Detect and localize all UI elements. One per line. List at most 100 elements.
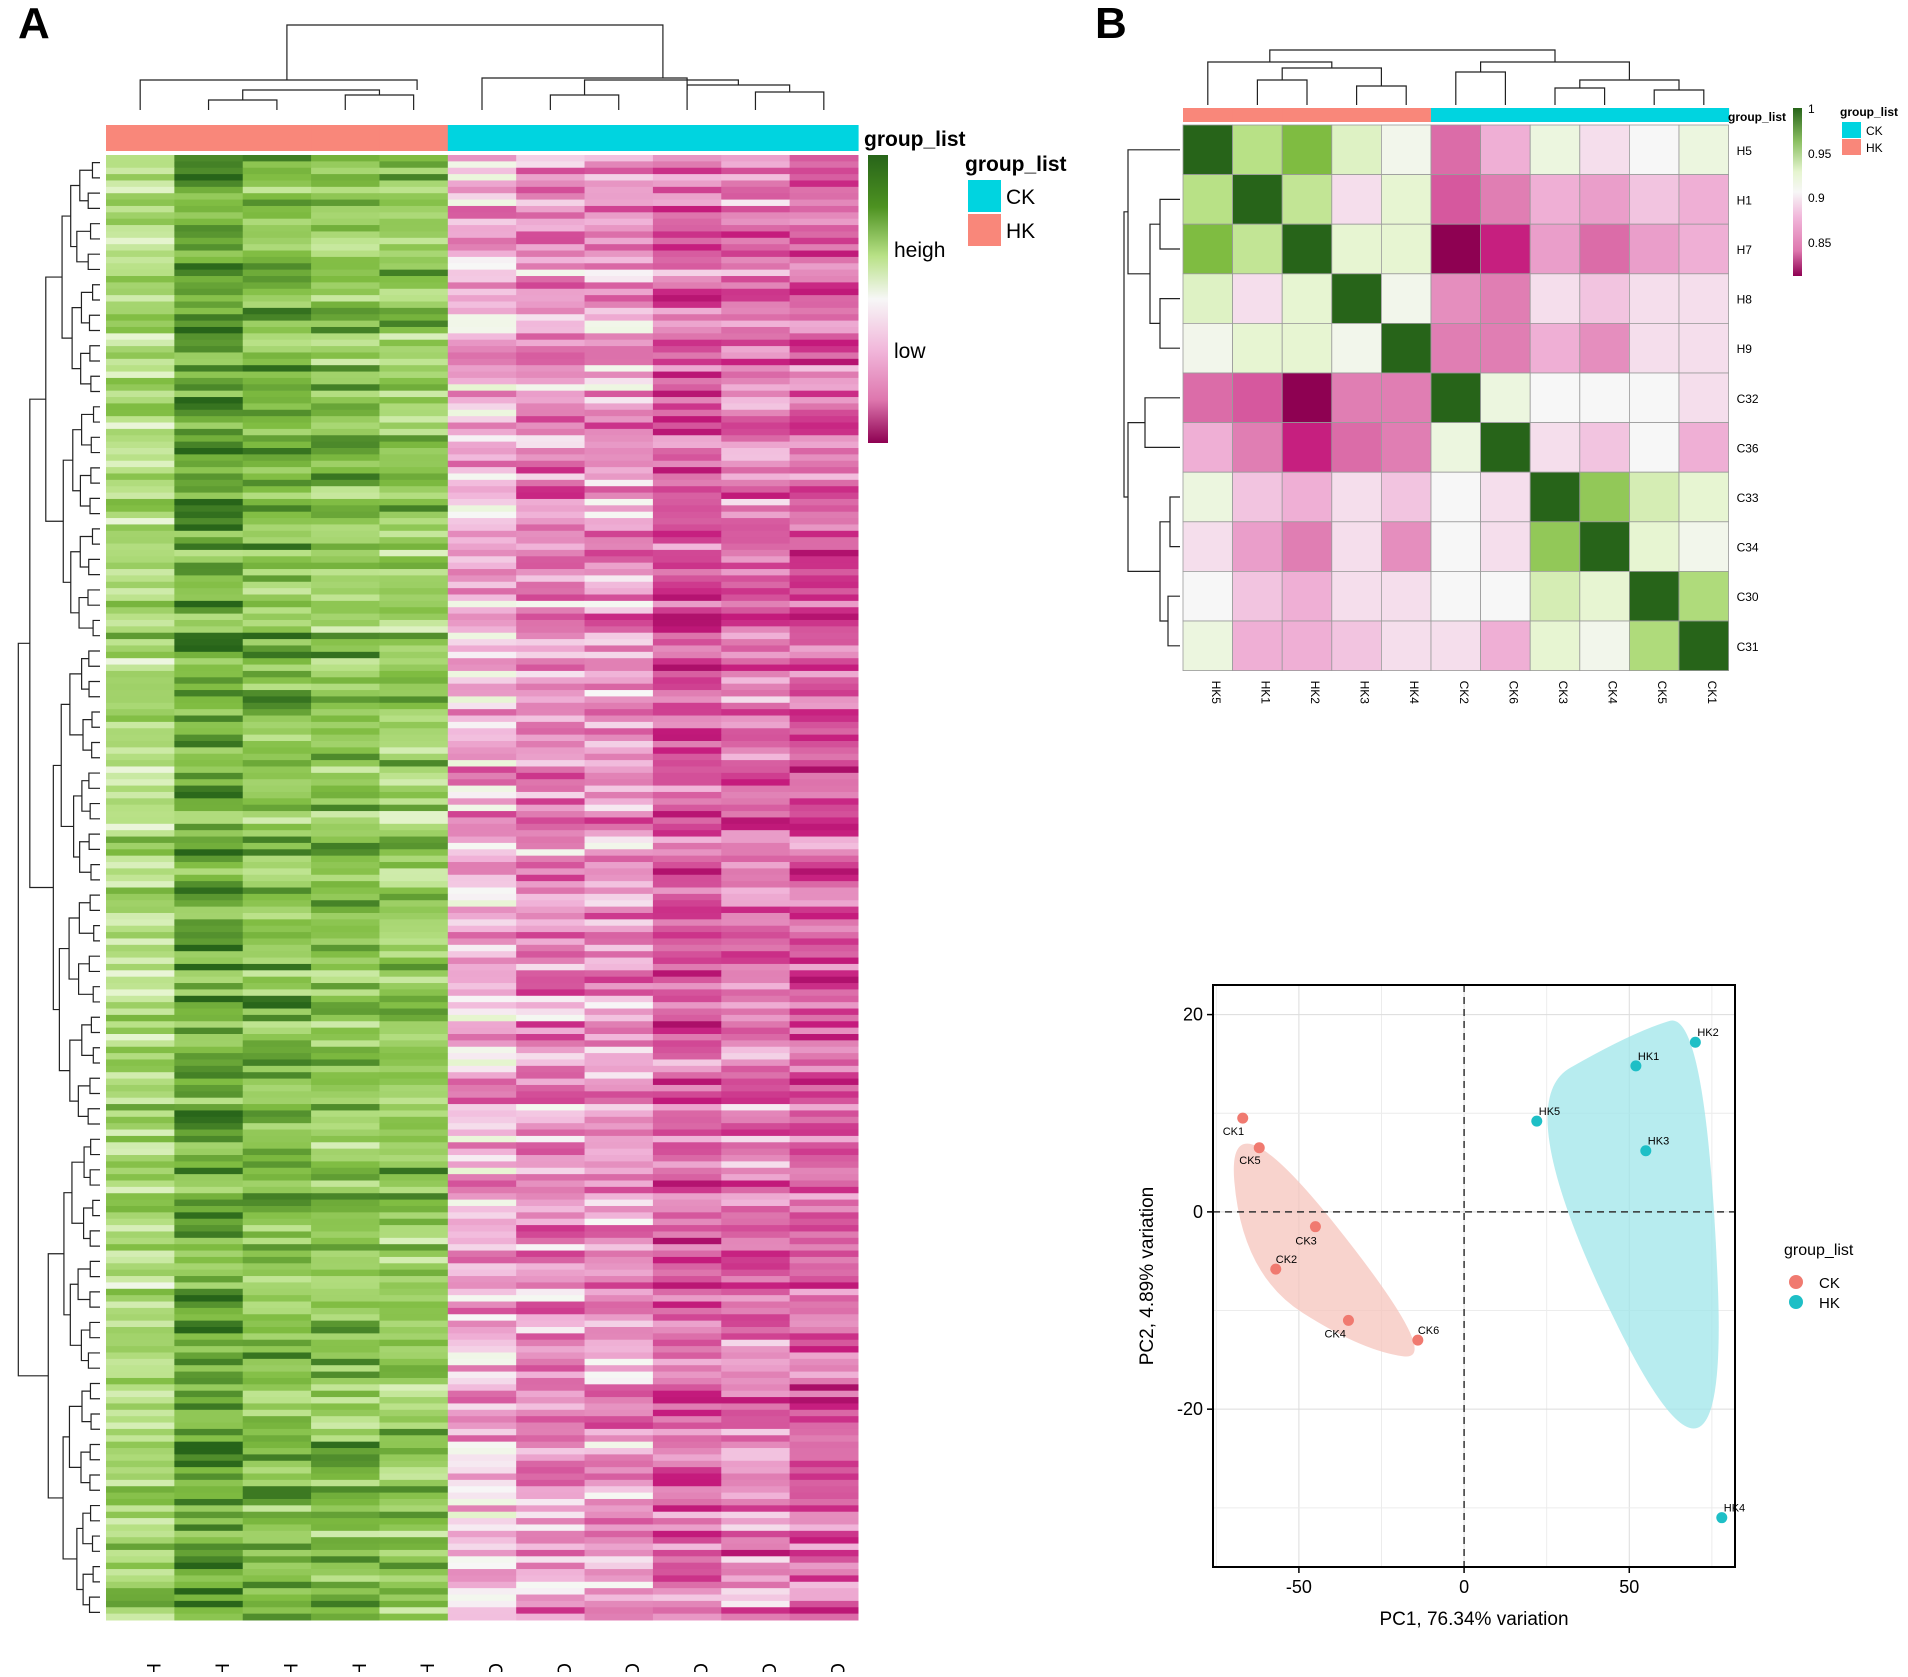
heatmap-b-cell <box>1629 571 1680 622</box>
heatmap-a-cell <box>652 804 722 812</box>
heatmap-a-cell <box>242 881 312 888</box>
heatmap-a-cell <box>379 269 449 277</box>
heatmap-a-cell <box>311 537 380 545</box>
heatmap-a-cell <box>174 1314 244 1322</box>
heatmap-a-row-dendrogram-link <box>92 406 100 423</box>
heatmap-a-cell <box>311 505 380 513</box>
heatmap-b-cell <box>1232 471 1283 523</box>
heatmap-a-cell <box>447 747 517 755</box>
heatmap-a-cell <box>789 702 859 710</box>
heatmap-a-cell <box>516 938 586 946</box>
heatmap-b-cell <box>1529 124 1581 175</box>
heatmap-a-cell <box>311 1492 380 1500</box>
heatmap-a-cell <box>174 339 244 347</box>
heatmap-a-cell <box>447 1084 517 1092</box>
heatmap-a-cell <box>311 976 380 984</box>
heatmap-a-cell <box>106 1237 175 1245</box>
heatmap-a-cell <box>721 721 791 729</box>
heatmap-a-cell <box>652 932 722 939</box>
heatmap-a-cell <box>584 276 654 283</box>
heatmap-a-cell <box>311 1256 380 1264</box>
heatmap-a-cell <box>721 823 791 831</box>
heatmap-a-cell <box>652 862 722 869</box>
heatmap-a-cell <box>652 524 722 532</box>
heatmap-a-cell <box>106 1505 175 1513</box>
heatmap-a-cell <box>311 868 380 876</box>
heatmap-b-cell <box>1232 571 1283 622</box>
heatmap-a-cell <box>721 384 791 392</box>
heatmap-a-cell <box>516 581 586 589</box>
heatmap-a-cell <box>242 702 312 710</box>
heatmap-a-cell <box>584 1295 654 1303</box>
heatmap-a-cell <box>447 1027 517 1035</box>
heatmap-a-cell <box>584 225 654 232</box>
heatmap-a-cell <box>652 1543 722 1551</box>
heatmap-a-cell <box>311 798 380 806</box>
heatmap-a-cell <box>447 537 517 545</box>
heatmap-a-cell <box>516 1562 586 1570</box>
heatmap-a-cell <box>516 314 586 322</box>
heatmap-a-cell <box>584 1174 654 1181</box>
heatmap-a-cell <box>447 1320 517 1328</box>
heatmap-a-cell <box>516 995 586 1003</box>
heatmap-a-cell <box>311 1155 380 1162</box>
heatmap-a-row-dendrogram-link <box>72 429 82 492</box>
heatmap-a-cell <box>789 428 859 436</box>
heatmap-a-cell <box>174 1524 244 1532</box>
heatmap-a-cell <box>721 492 791 500</box>
heatmap-a-cell <box>516 1301 586 1309</box>
heatmap-a-cell <box>447 237 517 245</box>
heatmap-a-cell <box>652 569 722 576</box>
heatmap-a-cell <box>311 1428 380 1436</box>
heatmap-a-cell <box>789 855 859 863</box>
heatmap-a-cell <box>379 250 449 258</box>
heatmap-a-cell <box>584 537 654 545</box>
heatmap-a-cell <box>242 1078 312 1086</box>
heatmap-a-cell <box>721 1390 791 1398</box>
heatmap-a-cell <box>106 1269 175 1277</box>
heatmap-a-cell <box>789 199 859 207</box>
heatmap-a-cell <box>106 1212 175 1220</box>
heatmap-a-row-dendrogram-link <box>63 1192 72 1316</box>
heatmap-a-cell <box>174 1435 244 1443</box>
heatmap-a-cell <box>311 932 380 939</box>
heatmap-a-cell <box>584 505 654 513</box>
heatmap-a-cell <box>174 231 244 239</box>
heatmap-a-cell <box>379 893 449 901</box>
heatmap-a-cell <box>174 575 244 583</box>
heatmap-a-cell <box>379 919 449 927</box>
heatmap-a-cell <box>516 1569 586 1576</box>
heatmap-a-cell <box>789 1441 859 1449</box>
heatmap-a-cell <box>721 1288 791 1296</box>
heatmap-b-dendrogram-link <box>1281 67 1382 86</box>
heatmap-a-cell <box>447 454 517 462</box>
heatmap-a-cell <box>447 314 517 322</box>
heatmap-a-cell <box>311 989 380 997</box>
heatmap-a-cell <box>311 721 380 729</box>
heatmap-a-cell <box>721 1295 791 1303</box>
heatmap-a-cell <box>447 409 517 417</box>
heatmap-a-cell <box>106 1594 175 1602</box>
heatmap-a-cell <box>584 314 654 322</box>
heatmap-a-cell <box>652 747 722 755</box>
heatmap-a-cell <box>379 1046 449 1054</box>
heatmap-a-cell <box>242 1314 312 1322</box>
heatmap-a-cell <box>652 543 722 551</box>
heatmap-a-cell <box>584 677 654 685</box>
pca-hull-hk <box>1547 1020 1719 1429</box>
heatmap-a-cell <box>242 696 312 704</box>
heatmap-a-cell <box>242 1231 312 1239</box>
heatmap-a-cell <box>379 543 449 551</box>
heatmap-a-cell <box>379 747 449 755</box>
heatmap-a-cell <box>242 1129 312 1137</box>
heatmap-a-cell <box>652 371 722 379</box>
heatmap-a-cell <box>174 983 244 990</box>
heatmap-a-cell <box>584 1148 654 1156</box>
heatmap-a-cell <box>106 1129 175 1137</box>
heatmap-a-cell <box>447 1454 517 1462</box>
heatmap-a-cell <box>242 295 312 302</box>
heatmap-a-cell <box>106 893 175 901</box>
heatmap-a-cell <box>311 1301 380 1309</box>
heatmap-a-cell <box>311 1295 380 1303</box>
heatmap-a-cell <box>106 225 175 232</box>
